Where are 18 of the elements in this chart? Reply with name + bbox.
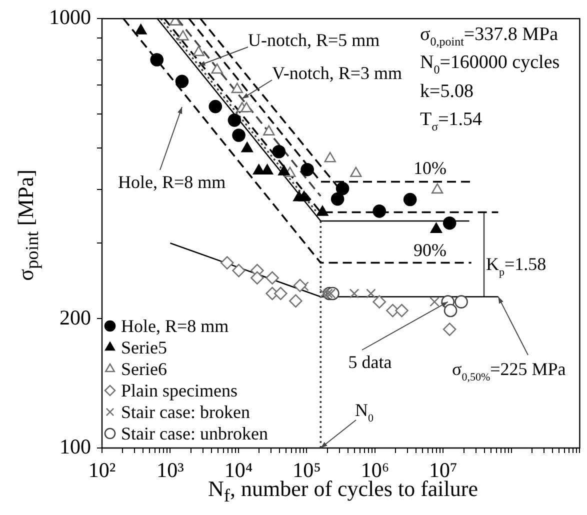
annotation: V-notch, R=3 mm — [272, 63, 402, 83]
annotation: Hole, R=8 mm — [118, 172, 226, 192]
annotation: k=5.08 — [420, 81, 474, 102]
y-tick-label: 1000 — [49, 5, 91, 30]
x-tick-label: 10² — [88, 458, 116, 482]
legend-label: Stair case: broken — [121, 402, 250, 422]
x-tick-label: 10³ — [156, 458, 184, 482]
annotation: 90% — [414, 240, 447, 260]
legend-label: Hole, R=8 mm — [121, 316, 229, 336]
legend-label: Stair case: unbroken — [121, 424, 268, 444]
y-tick-label: 100 — [60, 434, 91, 459]
annotation: U-notch, R=5 mm — [248, 30, 380, 50]
legend-label: Serie5 — [121, 338, 167, 358]
y-tick-label: 200 — [60, 305, 91, 330]
annotation: 10% — [414, 158, 447, 178]
legend-label: Plain specimens — [121, 380, 238, 400]
legend-label: Serie6 — [121, 359, 167, 379]
annotation: 5 data — [348, 352, 392, 372]
